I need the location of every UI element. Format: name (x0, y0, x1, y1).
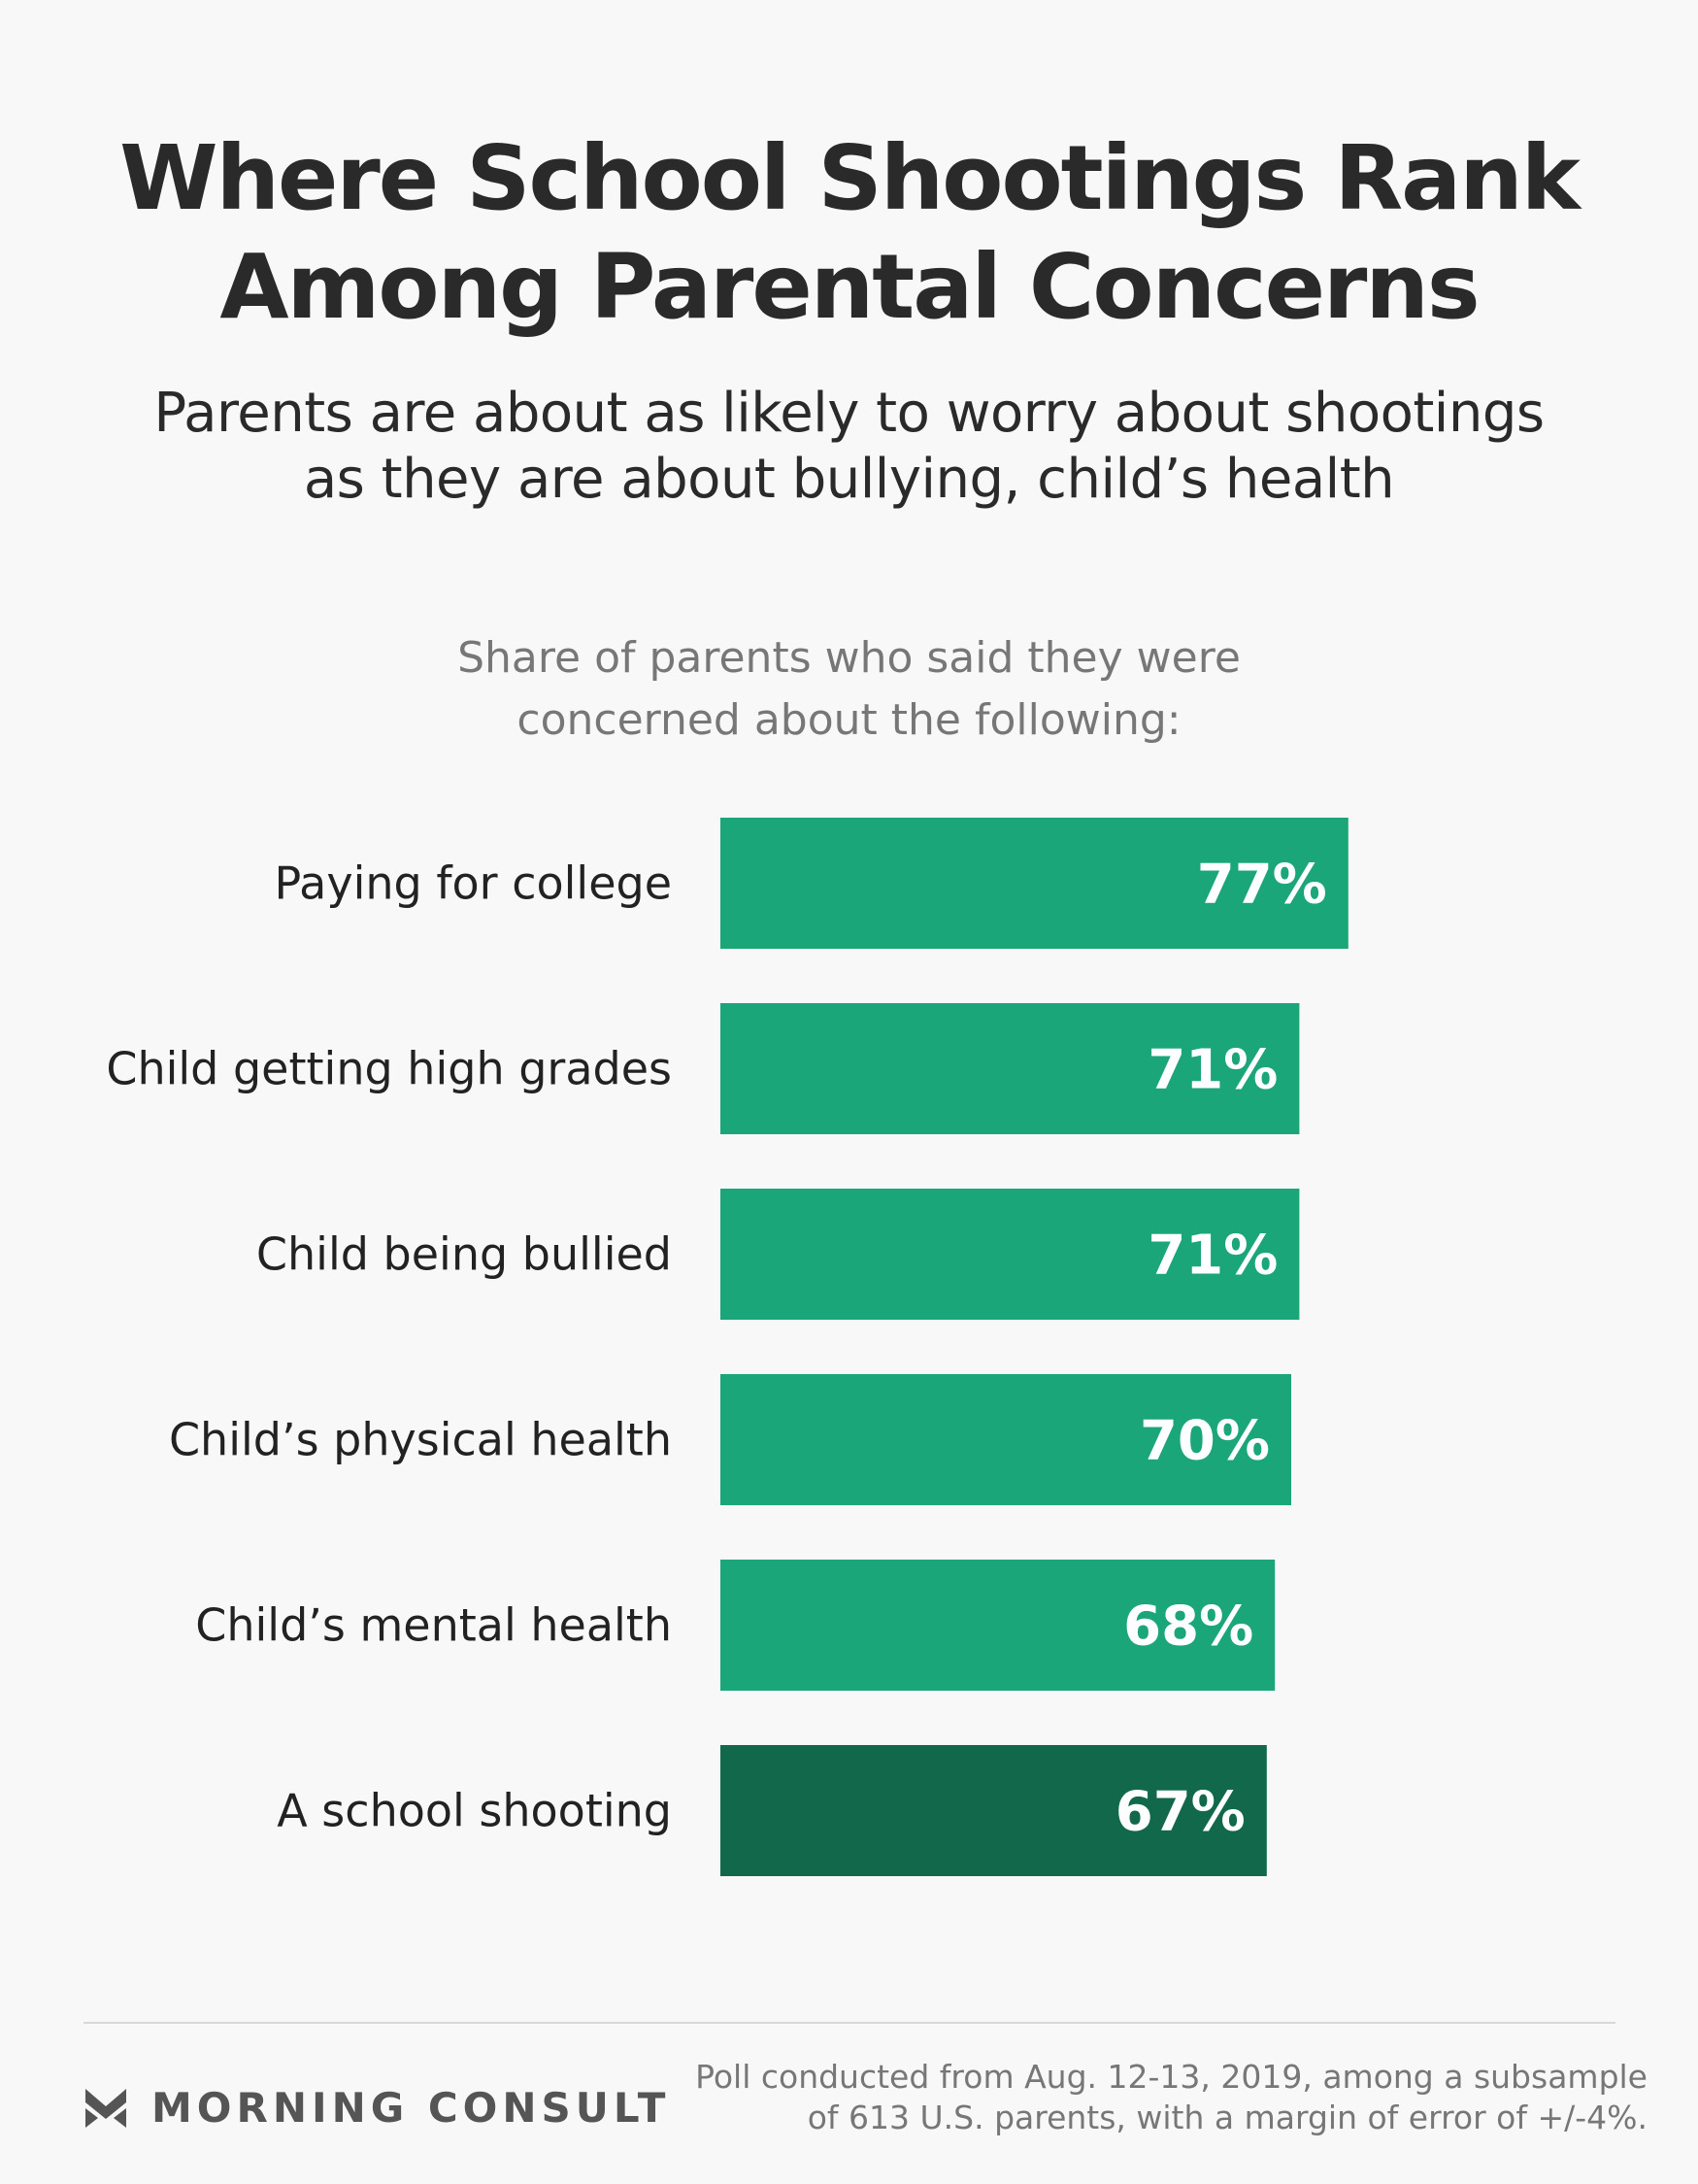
bar-row: Paying for college 77% (274, 818, 1348, 949)
morning-consult-m-icon (85, 2089, 126, 2128)
source-note: Poll conducted from Aug. 12-13, 2019, am… (677, 2057, 1648, 2138)
value-label: 68% (1123, 1596, 1253, 1659)
bar (720, 1189, 1300, 1320)
chart-subtitle-line-1: Parents are about as likely to worry abo… (153, 382, 1545, 445)
bar (720, 1560, 1276, 1691)
value-label: 70% (1140, 1410, 1270, 1473)
chart-subtitle: Parents are about as likely to worry abo… (0, 381, 1698, 513)
footer-divider (83, 2022, 1615, 2024)
source-note-line-2: of 613 U.S. parents, with a margin of er… (807, 2099, 1648, 2136)
category-label: A school shooting (277, 1785, 672, 1837)
bar (720, 818, 1348, 949)
bar-row: Child getting high grades 71% (106, 1003, 1300, 1134)
source-note-line-1: Poll conducted from Aug. 12-13, 2019, am… (695, 2058, 1648, 2096)
chart-subtitle-line-2: as they are about bullying, child’s heal… (303, 448, 1395, 511)
chart-title: Where School Shootings Rank Among Parent… (0, 124, 1698, 342)
value-label: 77% (1197, 854, 1327, 917)
bar-row: Child’s physical health 70% (169, 1374, 1291, 1505)
bar-chart: Paying for college 77% Child getting high … (106, 818, 1348, 1876)
bar-row: A school shooting 67% (277, 1745, 1267, 1876)
bar (720, 1374, 1291, 1505)
bar-row: Child being bullied 71% (256, 1189, 1300, 1320)
chart-caption-line-1: Share of parents who said they were (457, 633, 1241, 683)
brand-logo-text: MORNING CONSULT (151, 2083, 671, 2132)
category-label: Paying for college (274, 857, 672, 910)
bar (720, 1745, 1267, 1876)
category-label: Child’s physical health (169, 1414, 672, 1466)
category-label: Child getting high grades (106, 1043, 672, 1095)
chart-caption: Share of parents who said they were conc… (0, 627, 1698, 752)
category-label: Child’s mental health (195, 1599, 672, 1652)
chart-caption-line-2: concerned about the following: (516, 695, 1182, 745)
value-label: 71% (1148, 1039, 1278, 1102)
chart-title-line-1: Where School Shootings Rank (119, 126, 1581, 230)
chart-title-line-2: Among Parental Concerns (219, 235, 1480, 339)
brand-logo: MORNING CONSULT (85, 2078, 670, 2136)
bar-row: Child’s mental health 68% (195, 1560, 1276, 1691)
value-label: 67% (1115, 1781, 1246, 1844)
bar (720, 1003, 1300, 1134)
category-label: Child being bullied (256, 1228, 672, 1281)
value-label: 71% (1148, 1225, 1278, 1288)
